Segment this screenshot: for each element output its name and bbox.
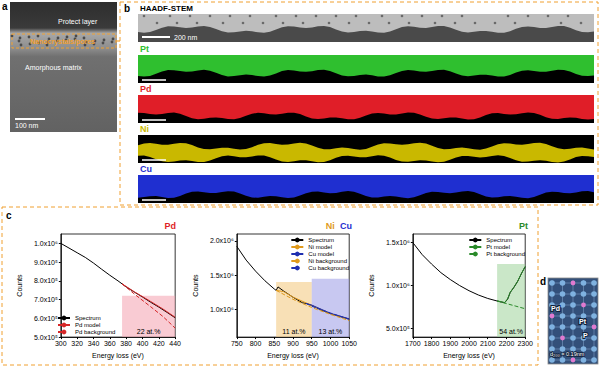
svg-text:Cu background: Cu background [308,265,349,271]
svg-text:1000: 1000 [323,340,339,347]
svg-text:440: 440 [169,340,181,347]
svg-text:13 at.%: 13 at.% [319,328,343,335]
svg-text:Pt model: Pt model [486,244,510,250]
svg-text:100 nm: 100 nm [15,122,39,129]
svg-text:2.0x10⁶: 2.0x10⁶ [210,237,234,244]
svg-text:Ni model: Ni model [308,244,332,250]
svg-text:Spectrum: Spectrum [308,237,334,243]
svg-text:Spectrum: Spectrum [486,237,512,243]
svg-text:200 nm: 200 nm [174,34,198,41]
svg-text:Pd: Pd [164,221,176,231]
svg-text:2200: 2200 [499,340,515,347]
svg-text:d: d [540,276,546,287]
svg-text:380: 380 [120,340,132,347]
svg-text:Counts: Counts [368,274,375,297]
svg-text:900: 900 [287,340,299,347]
svg-text:1700: 1700 [405,340,421,347]
svg-text:420: 420 [153,340,165,347]
svg-text:c: c [6,210,12,221]
svg-text:Energy loss (eV): Energy loss (eV) [267,352,319,360]
svg-text:54 at.%: 54 at.% [499,328,523,335]
svg-text:Pd: Pd [140,84,152,94]
svg-text:Energy loss (eV): Energy loss (eV) [92,352,144,360]
svg-text:P: P [583,332,588,339]
svg-text:11 at.%: 11 at.% [282,328,305,335]
svg-text:Pt background: Pt background [486,251,525,257]
svg-text:Pd model: Pd model [75,322,100,328]
svg-text:b: b [124,3,130,14]
svg-text:1900: 1900 [442,340,458,347]
svg-text:5.0x10⁵: 5.0x10⁵ [33,333,58,341]
svg-text:Cu model: Cu model [308,251,334,257]
svg-text:7.0x10⁵: 7.0x10⁵ [34,296,58,303]
svg-text:1.0x10⁶: 1.0x10⁶ [34,240,58,247]
svg-text:1050: 1050 [341,340,357,347]
svg-text:d₂₀₀ = 0.19nm: d₂₀₀ = 0.19nm [550,351,585,357]
svg-text:400: 400 [137,340,149,347]
svg-text:Pt: Pt [579,318,587,325]
svg-text:8.0x10⁵: 8.0x10⁵ [34,277,58,284]
svg-text:800: 800 [250,340,262,347]
svg-text:Cu: Cu [140,164,152,174]
svg-text:Spectrum: Spectrum [75,315,101,321]
svg-text:Pt: Pt [519,221,528,231]
svg-text:22 at.%: 22 at.% [137,328,161,335]
svg-text:9.0x10⁵: 9.0x10⁵ [34,259,58,266]
svg-text:1.5x10⁶: 1.5x10⁶ [210,272,234,279]
svg-text:Pt: Pt [140,44,149,54]
svg-text:2100: 2100 [480,340,496,347]
svg-text:1.0x10⁶: 1.0x10⁶ [386,282,410,289]
svg-text:Cu: Cu [340,221,352,231]
svg-text:Amorphous matrix: Amorphous matrix [25,64,82,72]
svg-text:1.5x10⁶: 1.5x10⁶ [386,239,410,246]
svg-text:Protect layer: Protect layer [58,18,98,26]
svg-text:360: 360 [104,340,116,347]
svg-text:850: 850 [268,340,280,347]
svg-text:1800: 1800 [424,340,440,347]
svg-text:2300: 2300 [517,340,533,347]
svg-text:Ni background: Ni background [308,258,347,264]
svg-text:2000: 2000 [461,340,477,347]
svg-text:HAADF-STEM: HAADF-STEM [140,4,193,13]
svg-text:300: 300 [55,340,67,347]
svg-text:950: 950 [306,340,318,347]
svg-text:Ni: Ni [140,124,149,134]
svg-text:Ni: Ni [326,221,335,231]
svg-text:a: a [2,1,8,12]
svg-text:320: 320 [71,340,83,347]
svg-text:6.0x10⁵: 6.0x10⁵ [34,315,58,322]
svg-text:Counts: Counts [192,274,199,297]
svg-text:5.0x10⁵: 5.0x10⁵ [386,325,410,332]
svg-text:340: 340 [88,340,100,347]
svg-text:Nanocrystals/pores: Nanocrystals/pores [30,38,95,46]
svg-text:Pd: Pd [551,305,560,312]
svg-text:Counts: Counts [16,274,23,297]
svg-text:1.0x10⁶: 1.0x10⁶ [210,306,234,313]
svg-text:Pd background: Pd background [75,329,115,335]
svg-text:Energy loss (eV): Energy loss (eV) [443,352,495,360]
svg-text:750: 750 [231,340,243,347]
